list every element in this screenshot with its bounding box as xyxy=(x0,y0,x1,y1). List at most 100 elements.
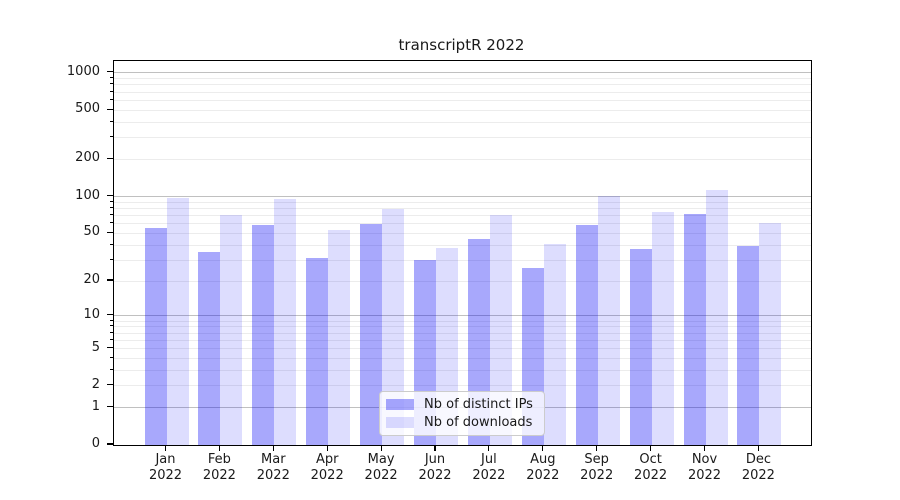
gridline-minor xyxy=(114,232,811,234)
y-minor-tick-mark xyxy=(109,356,113,358)
y-minor-tick-mark xyxy=(109,258,113,260)
gridline-minor xyxy=(114,223,811,225)
y-tick-label: 1 xyxy=(91,398,100,414)
month-label: Dec xyxy=(745,452,771,467)
year-label: 2022 xyxy=(202,467,236,483)
y-minor-tick-mark xyxy=(109,347,113,348)
y-minor-tick-mark xyxy=(109,90,113,92)
y-minor-tick-mark xyxy=(109,231,113,233)
x-tick-mark xyxy=(703,445,706,451)
y-minor-tick-mark xyxy=(109,77,113,79)
chart-title: transcriptR 2022 xyxy=(398,36,525,54)
gridline-minor xyxy=(114,158,811,160)
gridline-major xyxy=(114,315,811,317)
x-tick-label-sep: Sep 2022 xyxy=(567,452,627,483)
y-tick-mark xyxy=(106,406,113,408)
y-minor-tick-mark xyxy=(109,279,113,281)
y-tick-label: 1000 xyxy=(66,63,100,79)
legend: Nb of distinct IPs Nb of downloads xyxy=(379,391,545,436)
plot-area xyxy=(113,60,812,446)
year-label: 2022 xyxy=(687,467,722,483)
month-label: Nov xyxy=(691,452,718,467)
legend-item: Nb of downloads xyxy=(386,415,536,430)
bar-ips-oct xyxy=(629,249,652,445)
y-tick-label: 10 xyxy=(83,306,100,322)
gridline-minor xyxy=(114,201,811,203)
month-label: Oct xyxy=(639,452,662,467)
x-tick-label-jan: Jan 2022 xyxy=(136,452,196,483)
legend-label: Nb of downloads xyxy=(424,415,533,430)
bar-ips-mar xyxy=(252,225,275,445)
year-label: 2022 xyxy=(472,467,506,483)
x-tick-label-dec: Dec 2022 xyxy=(728,452,788,483)
bar-downloads-jan xyxy=(166,198,189,445)
year-label: 2022 xyxy=(741,467,775,483)
month-label: May xyxy=(367,452,395,467)
x-tick-label-jun: Jun 2022 xyxy=(405,452,465,483)
y-minor-tick-mark xyxy=(109,222,113,224)
gridline-minor xyxy=(114,348,811,349)
bar-ips-feb xyxy=(198,252,221,445)
y-minor-tick-mark xyxy=(109,98,113,100)
month-label: Sep xyxy=(584,452,609,467)
gridline-minor xyxy=(114,99,811,101)
x-tick-label-aug: Aug 2022 xyxy=(513,452,573,483)
gridline-minor xyxy=(114,339,811,341)
y-tick-label: 2 xyxy=(91,376,100,392)
month-label: Feb xyxy=(207,452,231,467)
year-label: 2022 xyxy=(310,467,344,483)
y-tick-mark xyxy=(106,314,113,316)
bar-ips-jan xyxy=(144,228,167,445)
x-tick-mark xyxy=(596,445,598,451)
y-minor-tick-mark xyxy=(109,108,113,110)
legend-item: Nb of distinct IPs xyxy=(386,397,536,412)
x-tick-mark xyxy=(434,445,436,451)
y-tick-label: 20 xyxy=(83,272,100,287)
bar-ips-sep xyxy=(575,224,598,445)
month-label: Mar xyxy=(261,452,286,467)
year-label: 2022 xyxy=(364,467,398,483)
y-minor-tick-mark xyxy=(109,384,113,386)
gridline-minor xyxy=(114,244,811,246)
gridline-minor xyxy=(114,214,811,216)
y-minor-tick-mark xyxy=(109,200,113,202)
x-tick-mark xyxy=(164,445,167,451)
y-minor-tick-mark xyxy=(109,136,113,138)
y-tick-label: 50 xyxy=(83,224,100,240)
y-tick-label: 0 xyxy=(91,436,100,451)
x-tick-mark xyxy=(488,445,490,451)
gridline-major xyxy=(114,72,811,74)
gridline-major xyxy=(114,196,811,197)
y-minor-tick-mark xyxy=(109,319,113,321)
bar-downloads-aug xyxy=(543,243,566,445)
legend-swatch xyxy=(386,399,414,410)
month-label: Jan xyxy=(155,452,176,467)
y-tick-label: 500 xyxy=(75,101,100,117)
gridline-minor xyxy=(114,259,811,261)
bar-downloads-apr xyxy=(328,230,351,445)
bar-downloads-jul xyxy=(489,215,512,445)
bar-ips-apr xyxy=(306,258,329,445)
bar-downloads-dec xyxy=(759,222,782,445)
gridline-minor xyxy=(114,121,811,123)
x-tick-mark xyxy=(218,445,220,451)
gridline-minor xyxy=(114,91,811,93)
x-tick-label-jul: Jul 2022 xyxy=(459,452,519,483)
legend-label: Nb of distinct IPs xyxy=(424,397,533,412)
y-tick-mark xyxy=(106,443,113,445)
year-label: 2022 xyxy=(418,467,452,483)
y-minor-tick-mark xyxy=(109,325,113,327)
y-minor-tick-mark xyxy=(109,338,113,340)
gridline-minor xyxy=(114,326,811,328)
x-tick-mark xyxy=(542,445,544,451)
gridline-minor xyxy=(114,369,811,371)
bar-downloads-nov xyxy=(705,189,728,445)
y-minor-tick-mark xyxy=(109,368,113,370)
bar-ips-nov xyxy=(683,213,706,445)
x-tick-mark xyxy=(650,445,652,451)
x-tick-label-may: May 2022 xyxy=(351,452,411,483)
x-tick-mark xyxy=(272,445,274,451)
x-tick-mark xyxy=(326,445,328,451)
gridline-minor xyxy=(114,280,811,282)
gridline-minor xyxy=(114,84,811,86)
